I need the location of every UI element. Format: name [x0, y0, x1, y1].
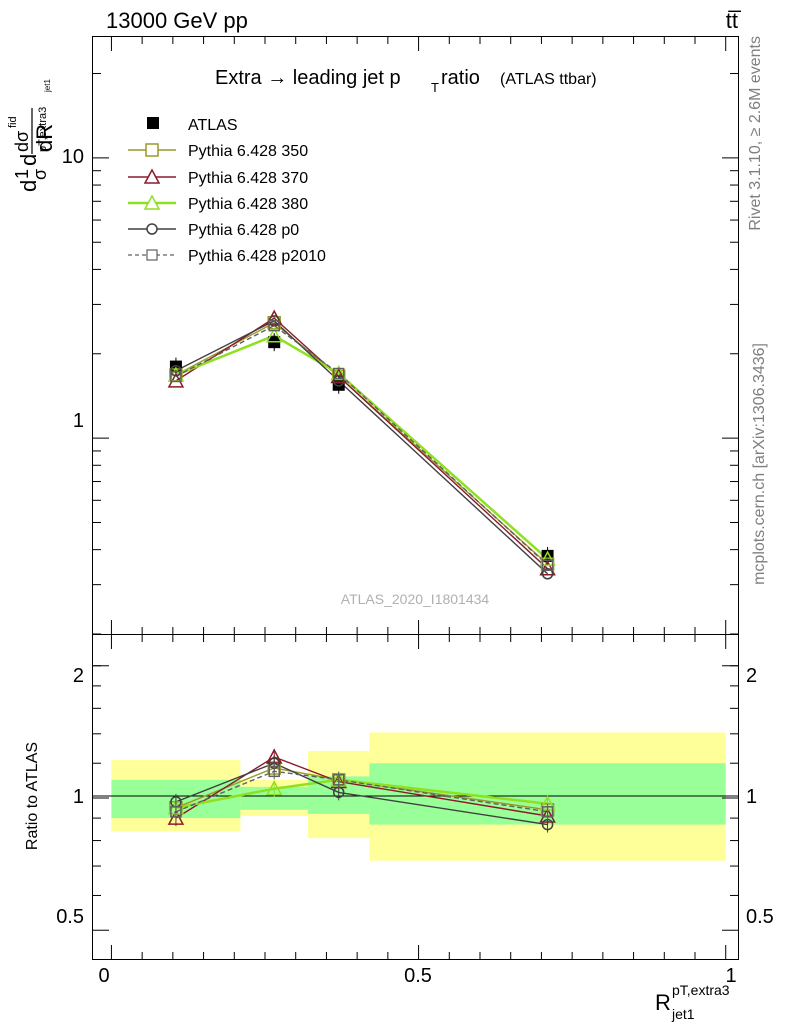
ylabel-pt: pT,extra3 [37, 107, 49, 152]
series-line-pythia-6-428-350 [175, 321, 549, 565]
ylabel-d: d [16, 180, 41, 192]
series-line-pythia-6-428-380 [175, 334, 549, 561]
ylabel-fid: fid [7, 116, 19, 128]
title-tail: ratio [441, 67, 480, 89]
mcplots-label: mcplots.cern.ch [arXiv:1306.3436] [751, 343, 768, 585]
ylabel-dr: dR [32, 124, 57, 152]
main-y-tick-labels: 1 10 [62, 146, 84, 432]
analysis-watermark: ATLAS_2020_I1801434 [341, 591, 490, 607]
ylabel-dsigma: dσ [12, 131, 32, 152]
title-sub: T [431, 80, 439, 95]
legend-label-370: Pythia 6.428 370 [188, 170, 308, 187]
legend-marker-380 [143, 194, 161, 210]
ratio-line-pythia-6-428-370 [175, 756, 548, 819]
legend-label-p2010: Pythia 6.428 p2010 [188, 248, 326, 265]
legend-label-380: Pythia 6.428 380 [188, 196, 308, 213]
series-line-pythia-6-428-p0 [175, 320, 549, 575]
xlabel-sup: pT,extra3 [672, 982, 730, 998]
ratio-ytick-1-left: 1 [73, 786, 84, 808]
legend-marker-370 [143, 168, 161, 184]
main-ticks [93, 37, 738, 635]
ratio-bands [111, 732, 726, 861]
xtick-0: 0 [98, 965, 109, 987]
point-pythia-6-428-p2010 [170, 370, 182, 383]
legend-label-350: Pythia 6.428 350 [188, 143, 308, 160]
point-pythia-6-428-380 [330, 364, 347, 381]
legend-label-p0: Pythia 6.428 p0 [188, 222, 299, 239]
point-pythia-6-428-370 [539, 560, 556, 576]
legend: ATLAS Pythia 6.428 350 Pythia 6.428 370 … [128, 117, 326, 265]
ratio-point-pythia-6-428-p2010 [541, 806, 554, 818]
legend-marker-atlas [147, 117, 159, 129]
x-tick-labels: 0 0.5 1 [98, 965, 736, 987]
ratio-series [167, 748, 556, 833]
ratio-point-pythia-6-428-p2010 [170, 806, 182, 818]
ylabel-d2: d [16, 154, 41, 166]
rivet-label: Rivet 3.1.10, ≥ 2.6M events [747, 36, 764, 231]
xtick-1: 1 [725, 965, 736, 987]
header-left: 13000 GeV pp [106, 8, 248, 33]
point-pythia-6-428-380 [539, 550, 556, 566]
title-main: Extra → leading jet p [215, 67, 401, 89]
ratio-frame [92, 634, 739, 960]
main-ytick-10: 10 [62, 146, 84, 168]
point-pythia-6-428-p0 [332, 375, 345, 387]
plot-title: Extra → leading jet p T ratio (ATLAS ttb… [215, 67, 597, 95]
legend-marker-p2010 [146, 249, 158, 261]
ratio-point-pythia-6-428-380 [265, 780, 283, 796]
point-pythia-6-428-p0 [541, 568, 554, 580]
ratio-ytick-2-right: 2 [746, 665, 757, 687]
point-pythia-6-428-370 [330, 367, 347, 384]
point-pythia-6-428-p2010 [541, 559, 554, 571]
ratio-ytick-1-right: 1 [746, 786, 757, 808]
xlabel-sub: jet1 [671, 1006, 695, 1022]
legend-label-atlas: ATLAS [188, 117, 238, 134]
header-right: tt̅ [726, 8, 742, 33]
point-pythia-6-428-380 [265, 327, 283, 343]
ratio-ytick-0p5-left: 0.5 [56, 906, 84, 928]
point-pythia-6-428-p2010 [332, 367, 345, 380]
ylabel-jet1: jet1 [43, 79, 52, 93]
ylabel-sigma: σ [30, 169, 50, 180]
x-axis-label: R pT,extra3 jet1 [655, 982, 730, 1022]
xlabel-r: R [655, 990, 671, 1015]
ratio-line-pythia-6-428-p0 [175, 762, 548, 826]
ratio-ytick-0p5-right: 0.5 [746, 906, 774, 928]
series-line-pythia-6-428-370 [175, 317, 549, 570]
ratio-point-pythia-6-428-370 [167, 809, 185, 825]
ratio-ytick-2-left: 2 [73, 665, 84, 687]
main-series [167, 309, 556, 580]
ylabel-one: 1 [12, 169, 32, 179]
ratio-point-pythia-6-428-p2010 [332, 774, 345, 786]
ratio-ylabel: Ratio to ATLAS [24, 742, 41, 850]
main-ytick-1: 1 [73, 410, 84, 432]
ratio-y-tick-labels: 0.5 1 2 0.5 1 2 [56, 665, 774, 928]
ratio-line-pythia-6-428-p2010 [175, 770, 548, 813]
ratio-point-pythia-6-428-p2010 [268, 765, 280, 778]
main-ylabel: d 1 σ d dσ fid pT,extra3 jet1 dR [7, 79, 57, 192]
title-small: (ATLAS ttbar) [500, 71, 597, 88]
legend-marker-p0 [146, 223, 158, 235]
ratio-ticks [93, 635, 738, 959]
point-pythia-6-428-p2010 [268, 319, 280, 332]
series-line-pythia-6-428-p2010 [175, 324, 549, 566]
ratio-line-pythia-6-428-380 [175, 778, 548, 810]
xtick-0p5: 0.5 [404, 965, 432, 987]
legend-marker-350 [145, 143, 159, 157]
